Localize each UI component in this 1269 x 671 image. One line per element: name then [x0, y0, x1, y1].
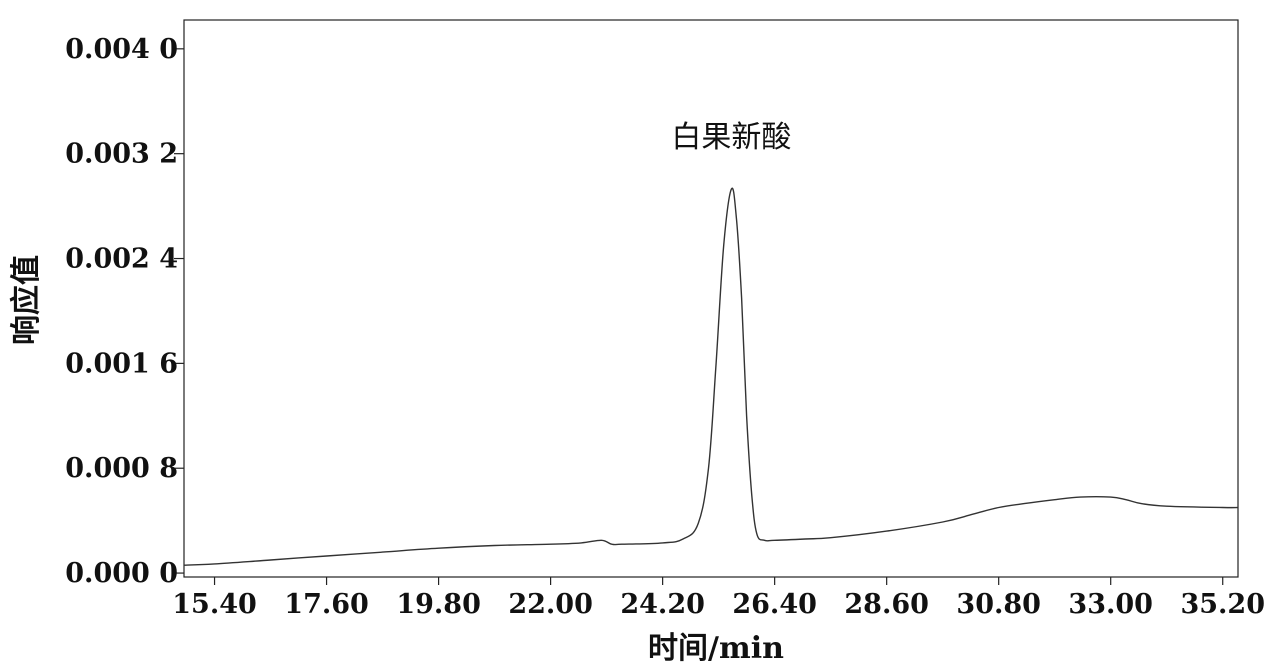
x-tick-label: 30.80	[956, 589, 1041, 620]
x-tick-label: 17.60	[284, 589, 369, 620]
x-tick-label: 24.20	[620, 589, 705, 620]
x-axis-title: 时间/min	[648, 631, 784, 666]
peak-annotation: 白果新酸	[671, 120, 791, 155]
x-tick-label: 28.60	[844, 589, 929, 620]
y-tick-label: 0.004 0	[65, 34, 178, 65]
x-tick-label: 22.00	[508, 589, 593, 620]
y-tick-label: 0.001 6	[65, 348, 178, 379]
y-tick-label: 0.002 4	[65, 244, 178, 275]
chromatogram-trace	[183, 187, 1239, 566]
y-axis-title: 响应值	[9, 255, 44, 345]
y-tick-label: 0.000 8	[65, 453, 178, 484]
x-tick-label: 19.80	[396, 589, 481, 620]
plot-frame	[183, 19, 1239, 578]
y-tick-label: 0.000 0	[65, 558, 178, 589]
x-axis-ticks: 15.40 17.60 19.80 22.00 24.20 26.40 28.60 30.80…	[172, 577, 1265, 620]
y-axis-ticks: 0.000 0 0.000 8 0.001 6 0.002 4 0.003 2 0.004…	[65, 34, 184, 589]
x-tick-label: 26.40	[732, 589, 817, 620]
x-tick-label: 35.20	[1180, 589, 1265, 620]
x-tick-label: 15.40	[172, 589, 257, 620]
x-tick-label: 33.00	[1068, 589, 1153, 620]
y-tick-label: 0.003 2	[65, 139, 178, 170]
